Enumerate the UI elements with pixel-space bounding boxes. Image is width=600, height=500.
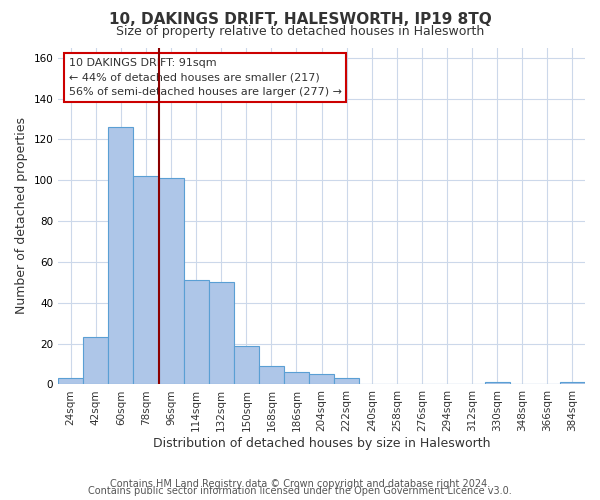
Bar [158, 178, 184, 384]
Bar [259, 366, 284, 384]
Bar [109, 127, 133, 384]
X-axis label: Distribution of detached houses by size in Halesworth: Distribution of detached houses by size … [153, 437, 490, 450]
Y-axis label: Number of detached properties: Number of detached properties [15, 118, 28, 314]
Bar [560, 382, 585, 384]
Bar [184, 280, 209, 384]
Text: 10 DAKINGS DRIFT: 91sqm
← 44% of detached houses are smaller (217)
56% of semi-d: 10 DAKINGS DRIFT: 91sqm ← 44% of detache… [69, 58, 342, 97]
Bar [284, 372, 309, 384]
Bar [485, 382, 510, 384]
Text: Contains HM Land Registry data © Crown copyright and database right 2024.: Contains HM Land Registry data © Crown c… [110, 479, 490, 489]
Text: Size of property relative to detached houses in Halesworth: Size of property relative to detached ho… [116, 25, 484, 38]
Bar [209, 282, 234, 384]
Text: Contains public sector information licensed under the Open Government Licence v3: Contains public sector information licen… [88, 486, 512, 496]
Bar [309, 374, 334, 384]
Text: 10, DAKINGS DRIFT, HALESWORTH, IP19 8TQ: 10, DAKINGS DRIFT, HALESWORTH, IP19 8TQ [109, 12, 491, 28]
Bar [58, 378, 83, 384]
Bar [234, 346, 259, 385]
Bar [334, 378, 359, 384]
Bar [83, 338, 109, 384]
Bar [133, 176, 158, 384]
